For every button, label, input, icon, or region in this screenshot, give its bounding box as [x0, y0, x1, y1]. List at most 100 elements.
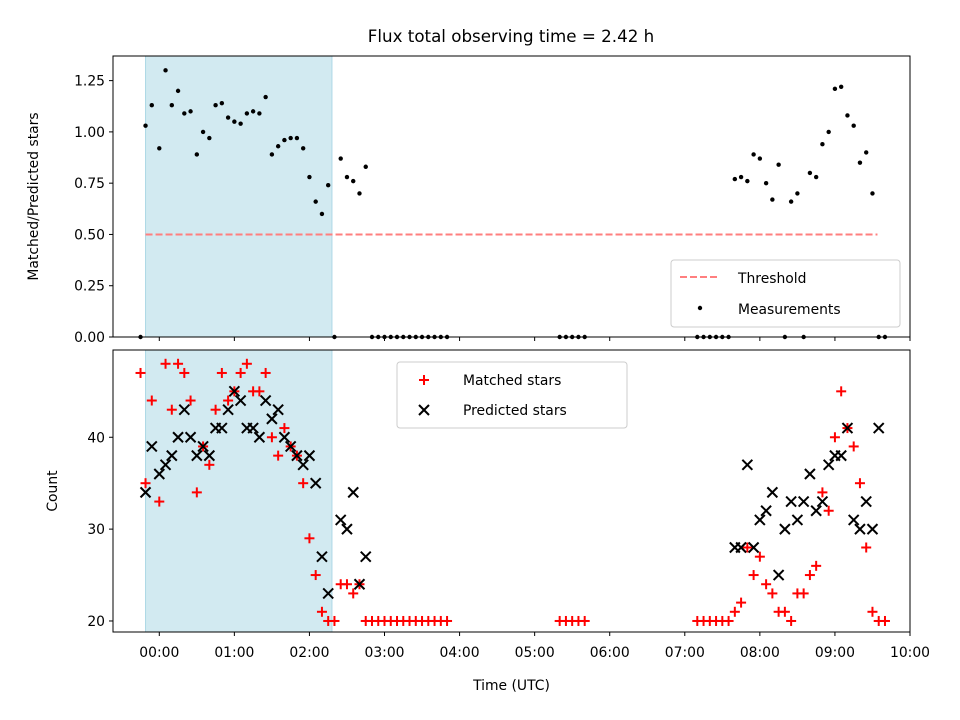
- measurement-point: [851, 123, 856, 128]
- matched-point: [266, 432, 277, 443]
- measurement-point: [163, 68, 168, 73]
- predicted-point-b: [835, 449, 847, 462]
- top-y-tick-label: 0.00: [74, 330, 105, 346]
- matched-point: [736, 597, 747, 608]
- measurement-point: [813, 174, 819, 180]
- measurement-point: [300, 146, 306, 151]
- predicted-point: [146, 440, 158, 453]
- predicted-point-b: [146, 440, 158, 453]
- measurement-point: [838, 84, 844, 89]
- matched-point: [166, 404, 177, 415]
- predicted-point-b: [278, 431, 291, 443]
- x-tick-label: 01:00: [214, 645, 254, 661]
- predicted-point: [178, 403, 191, 416]
- measurement-point: [826, 129, 831, 135]
- matched-point: [723, 615, 734, 626]
- predicted-point-b: [159, 459, 172, 471]
- predicted-point: [303, 449, 316, 462]
- predicted-point: [316, 550, 328, 563]
- legend-matched-label: Matched stars: [463, 373, 561, 389]
- matched-point: [804, 570, 815, 581]
- predicted-point: [266, 413, 278, 425]
- matched-point: [191, 487, 202, 498]
- predicted-point: [804, 468, 816, 480]
- predicted-point-b: [297, 459, 309, 471]
- predicted-point: [322, 587, 334, 600]
- measurement-point: [788, 199, 794, 204]
- predicted-point: [760, 505, 772, 517]
- predicted-point: [860, 495, 872, 508]
- measurement-point: [357, 191, 362, 196]
- measurement-point: [207, 135, 212, 141]
- predicted-point: [835, 449, 847, 462]
- measurement-point: [738, 174, 744, 180]
- x-tick-label: 00:00: [139, 645, 179, 661]
- bottom-shaded-interval: [145, 349, 333, 633]
- predicted-point: [172, 431, 184, 443]
- predicted-point-b: [810, 505, 822, 517]
- predicted-point-b: [222, 403, 234, 416]
- top-y-tick-label: 1.00: [74, 125, 105, 141]
- matched-point: [767, 588, 778, 599]
- predicted-point-b: [153, 468, 166, 480]
- predicted-point: [216, 422, 228, 434]
- predicted-point-b: [259, 394, 272, 407]
- bottom-legend: Matched stars Predicted stars: [396, 361, 628, 429]
- predicted-point-b: [766, 486, 779, 499]
- matched-point: [140, 478, 151, 489]
- predicted-point-b: [822, 459, 835, 471]
- legend-measurements-label: Measurements: [738, 302, 841, 318]
- predicted-point: [191, 449, 203, 462]
- legend-predicted-glyph-b: [418, 404, 430, 416]
- predicted-point-b: [866, 523, 879, 535]
- predicted-point-b: [184, 431, 197, 443]
- measurement-point: [250, 109, 256, 114]
- measurement-point: [757, 156, 763, 161]
- measurement-point: [307, 174, 312, 180]
- matched-point: [748, 570, 759, 581]
- predicted-point: [353, 578, 366, 590]
- measurement-point: [732, 176, 738, 182]
- predicted-point: [247, 422, 259, 434]
- legend-predicted-label: Predicted stars: [463, 403, 567, 419]
- predicted-point-b: [191, 449, 203, 462]
- measurement-point: [213, 103, 218, 108]
- x-tick-label: 09:00: [815, 645, 855, 661]
- measurement-point: [795, 191, 800, 196]
- matched-point: [798, 588, 809, 599]
- matched-point: [829, 432, 840, 443]
- measurement-point: [263, 94, 268, 100]
- top-axes-frame: [112, 55, 911, 338]
- predicted-point-b: [291, 449, 303, 462]
- predicted-point-b: [341, 523, 353, 535]
- x-tick-label: 06:00: [590, 645, 630, 661]
- predicted-point: [816, 495, 829, 508]
- x-tick-label: 08:00: [740, 645, 780, 661]
- predicted-point-b: [804, 468, 816, 480]
- top-ticks: 0.00 0.25 0.50 0.75 1.00 1.25: [74, 74, 911, 346]
- matched-point: [223, 395, 234, 406]
- bottom-ticks: 20 30 40 00:00 01:00 02:00 03:00 04:00 05:00 06:0…: [87, 430, 930, 661]
- top-shaded-interval: [145, 55, 333, 338]
- predicted-point-b: [166, 449, 178, 462]
- predicted-point: [785, 495, 797, 508]
- predicted-point-b: [847, 514, 860, 526]
- measurement-point: [344, 174, 350, 180]
- measurement-point: [175, 88, 181, 94]
- matched-point: [854, 478, 865, 489]
- measurement-point: [807, 170, 813, 176]
- matched-point: [260, 367, 271, 378]
- measurement-point: [294, 135, 300, 141]
- matched-point: [579, 615, 590, 626]
- matched-point: [754, 551, 765, 562]
- predicted-point-b: [178, 403, 191, 416]
- measurement-point: [870, 191, 875, 196]
- predicted-point-b: [735, 541, 747, 554]
- matched-point: [216, 367, 227, 378]
- predicted-point-b: [272, 403, 284, 416]
- legend-measurements-marker: [697, 305, 703, 311]
- predicted-point-b: [284, 440, 297, 453]
- predicted-point: [222, 403, 234, 416]
- matched-point: [298, 478, 309, 489]
